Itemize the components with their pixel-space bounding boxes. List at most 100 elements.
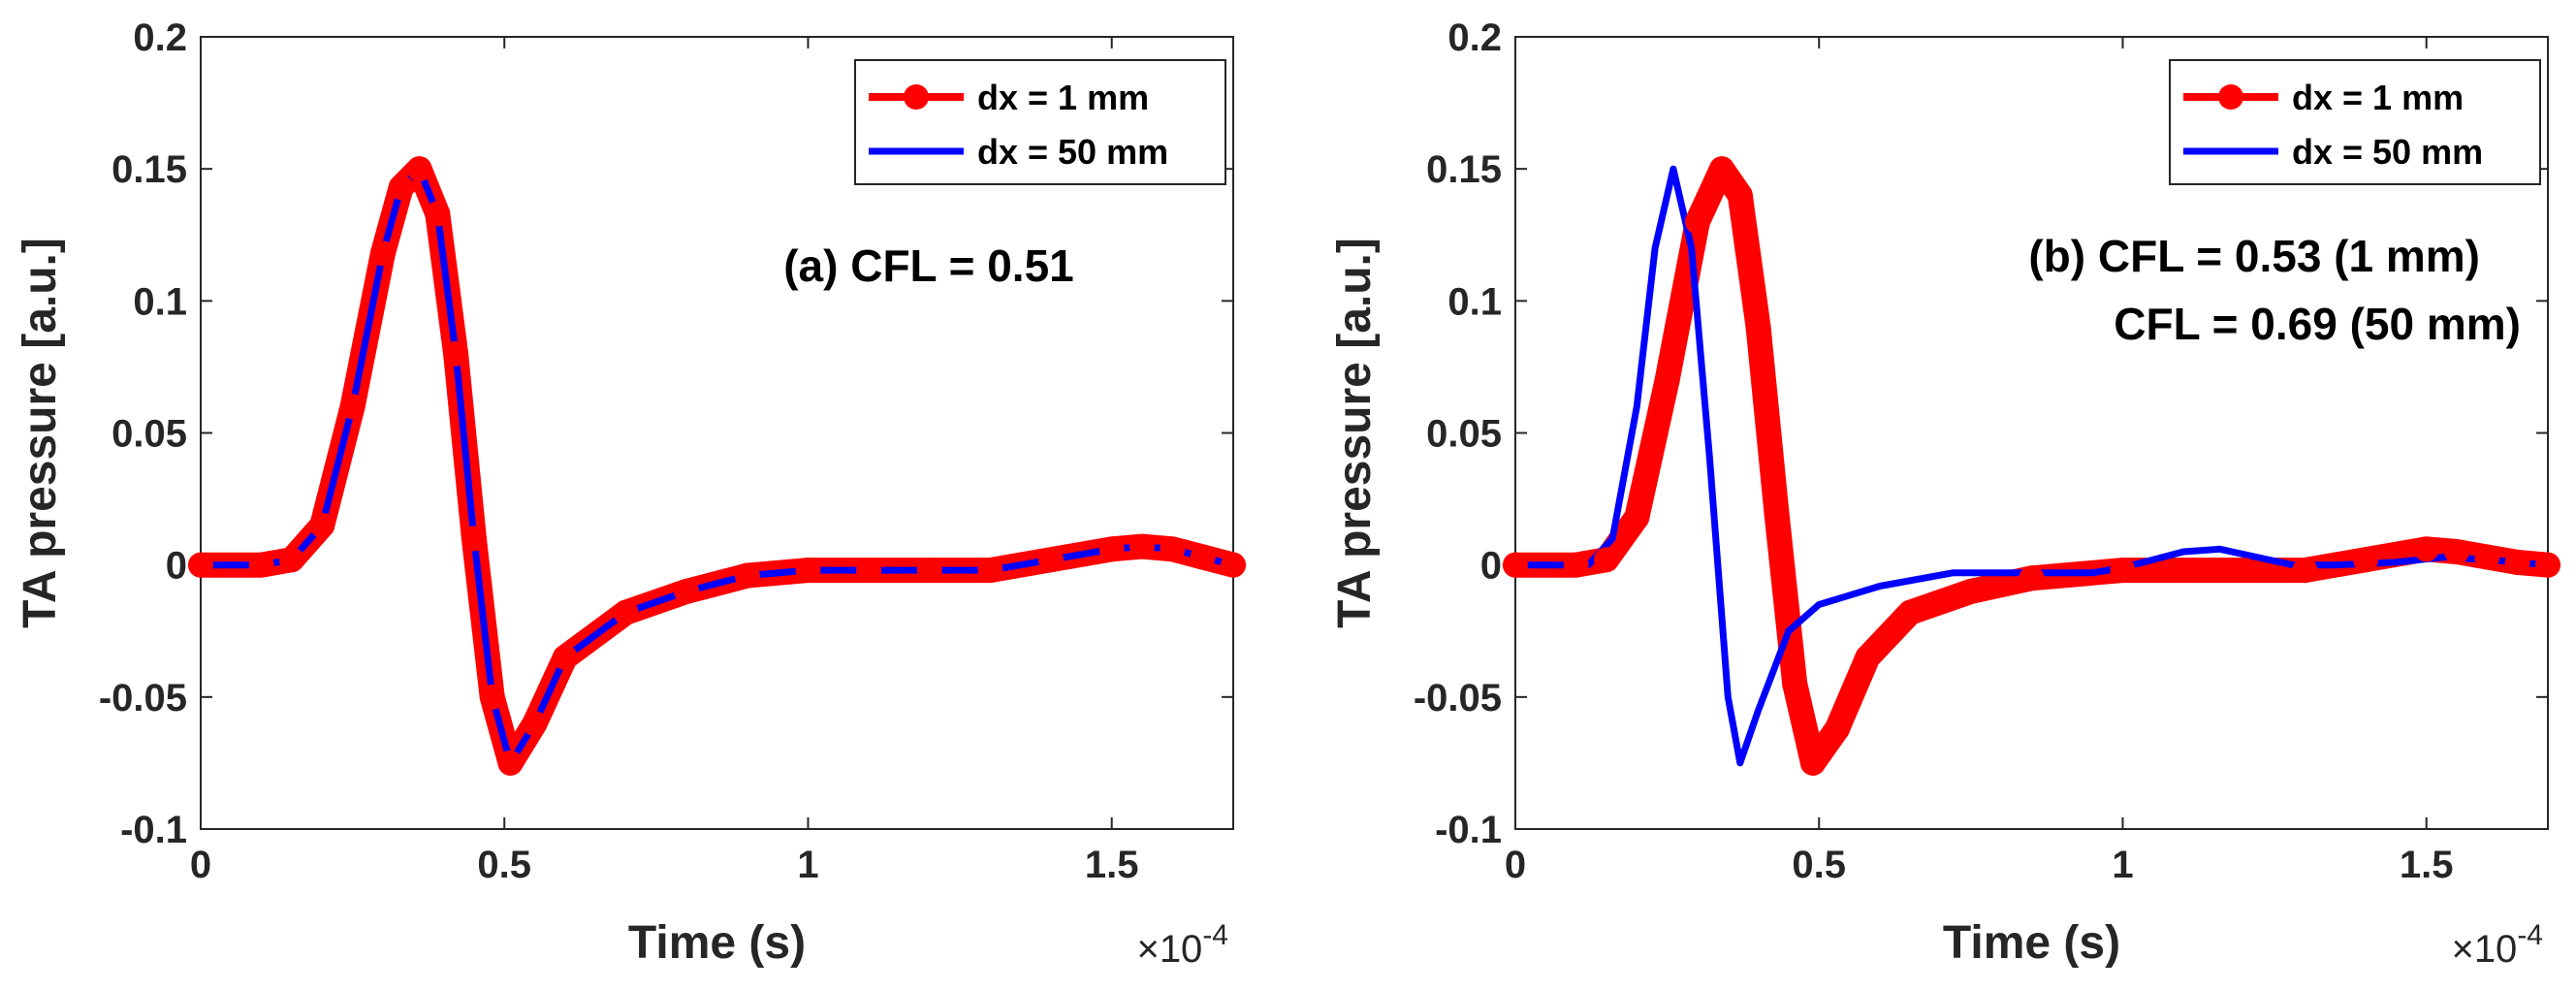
series-point bbox=[613, 599, 639, 625]
y-tick-label: 0.2 bbox=[133, 16, 187, 59]
series-point bbox=[461, 526, 487, 552]
series-point bbox=[1503, 552, 1528, 578]
series-point bbox=[1782, 671, 1808, 697]
series-point bbox=[2231, 558, 2257, 584]
x-tick-label: 1 bbox=[797, 844, 818, 886]
series-point bbox=[795, 558, 821, 584]
x-tick-label: 0.5 bbox=[1792, 844, 1846, 886]
series-point bbox=[674, 578, 700, 604]
x-tick-label: 0 bbox=[190, 844, 211, 886]
x-tick-label: 0.5 bbox=[477, 844, 531, 886]
x-multiplier: ×10 bbox=[2451, 928, 2517, 971]
series-point bbox=[1745, 314, 1771, 340]
series-point bbox=[248, 552, 274, 578]
series-point bbox=[2504, 549, 2530, 575]
x-exponent: -4 bbox=[1202, 919, 1228, 951]
series-point bbox=[497, 750, 524, 776]
series-point bbox=[977, 558, 1003, 584]
series-point bbox=[1221, 552, 1246, 578]
y-tick-label: 0.05 bbox=[111, 413, 187, 456]
legend-swatch-marker bbox=[904, 84, 929, 110]
series-point bbox=[1825, 716, 1851, 742]
y-tick-label: 0.1 bbox=[1447, 280, 1502, 323]
x-multiplier: ×10 bbox=[1136, 928, 1202, 971]
legend-label: dx = 50 mm bbox=[977, 132, 1168, 172]
legend-box bbox=[854, 59, 1226, 185]
y-tick-label: -0.05 bbox=[1414, 677, 1502, 719]
y-tick-label: -0.1 bbox=[1435, 809, 1502, 851]
series-point bbox=[916, 558, 942, 584]
series-point bbox=[1709, 156, 1734, 182]
series-point bbox=[278, 547, 304, 573]
y-tick-label: 0 bbox=[166, 545, 187, 588]
chart-annotation: (a) CFL = 0.51 bbox=[783, 240, 1074, 291]
series-point bbox=[1593, 547, 1619, 573]
y-axis-label: TA pressure [a.u.] bbox=[15, 238, 66, 628]
series-point bbox=[479, 684, 505, 710]
series-line-dx-50mm bbox=[197, 165, 1237, 767]
chart-a: -0.1 -0.05 0 0.05 0.1 0.15 0.2 0 0.5 1 1.5 Time (s)… bbox=[15, 16, 1246, 971]
y-tick-label: -0.05 bbox=[99, 677, 187, 719]
legend-swatch-marker bbox=[2218, 84, 2243, 110]
series-point bbox=[2292, 558, 2318, 584]
legend-box bbox=[2169, 59, 2541, 185]
series-point bbox=[2171, 558, 2197, 584]
series-point bbox=[1563, 552, 1589, 578]
series-point bbox=[339, 394, 366, 420]
series-point bbox=[1624, 504, 1650, 530]
series-point bbox=[309, 512, 335, 538]
chart-b: -0.1 -0.05 0 0.05 0.1 0.15 0.2 0 0.5 1 1.5 Time (s)… bbox=[1329, 16, 2560, 971]
x-tick-label: 0 bbox=[1505, 844, 1526, 886]
x-tick-label: 1 bbox=[2112, 844, 2133, 886]
series-point bbox=[388, 175, 414, 201]
series-point bbox=[188, 552, 213, 578]
series-point bbox=[369, 240, 396, 267]
x-tick-label: 1.5 bbox=[2400, 844, 2454, 886]
series-point bbox=[522, 711, 548, 737]
legend-label: dx = 1 mm bbox=[2292, 78, 2464, 117]
series-point bbox=[1855, 644, 1881, 670]
series-point bbox=[406, 156, 432, 182]
series-point bbox=[2019, 565, 2045, 591]
series-point bbox=[1684, 208, 1710, 235]
series-point bbox=[856, 558, 882, 584]
series-point bbox=[2110, 558, 2136, 584]
series-point bbox=[2474, 544, 2500, 570]
series-point bbox=[1654, 367, 1680, 394]
legend-label: dx = 50 mm bbox=[2292, 132, 2483, 172]
series-point bbox=[1190, 544, 1216, 570]
series-point bbox=[2413, 536, 2439, 562]
series-point bbox=[1897, 599, 1924, 625]
x-axis-label: Time (s) bbox=[628, 917, 806, 969]
series-point bbox=[552, 644, 578, 670]
x-tick-label: 1.5 bbox=[1085, 844, 1139, 886]
series-point bbox=[1098, 536, 1125, 562]
series-point bbox=[443, 340, 469, 367]
series-point bbox=[2444, 539, 2470, 565]
series-point bbox=[734, 562, 760, 589]
series-point bbox=[2353, 547, 2379, 573]
y-axis-label: TA pressure [a.u.] bbox=[1329, 238, 1381, 628]
chart-annotation: (b) CFL = 0.53 (1 mm) bbox=[2028, 231, 2480, 281]
series-point bbox=[1957, 578, 1984, 604]
y-tick-label: -0.1 bbox=[120, 809, 187, 851]
x-exponent-label: ×10-4 bbox=[2451, 919, 2543, 971]
x-exponent-label: ×10-4 bbox=[1136, 919, 1228, 971]
y-tick-label: 0.15 bbox=[111, 148, 187, 191]
y-tick-label: 0.15 bbox=[1426, 148, 1502, 191]
y-tick-label: 0.1 bbox=[133, 280, 187, 323]
series-point bbox=[1129, 533, 1156, 559]
chart-annotation: CFL = 0.69 (50 mm) bbox=[2114, 299, 2521, 349]
series-point bbox=[425, 201, 451, 227]
y-tick-label: 0.2 bbox=[1447, 16, 1502, 59]
series-point bbox=[1160, 536, 1186, 562]
series-point bbox=[1038, 547, 1065, 573]
series-point bbox=[1799, 750, 1826, 776]
legend-label: dx = 1 mm bbox=[977, 78, 1149, 117]
series-point bbox=[1727, 182, 1753, 208]
x-axis-label: Time (s) bbox=[1943, 917, 2120, 969]
y-tick-label: 0 bbox=[1480, 545, 1502, 588]
x-exponent: -4 bbox=[2517, 919, 2543, 951]
y-tick-label: 0.05 bbox=[1426, 413, 1502, 456]
